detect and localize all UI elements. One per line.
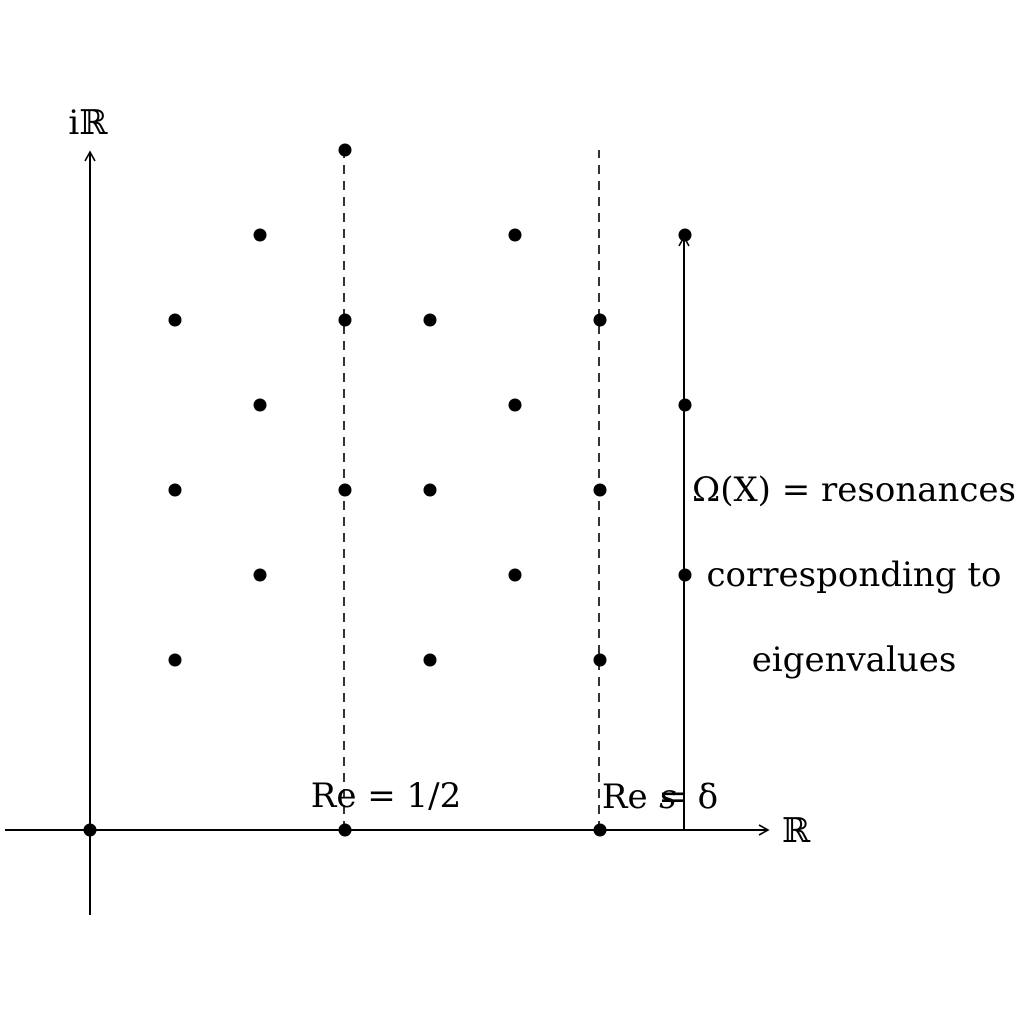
resonance-point-9 — [168, 483, 182, 497]
resonance-point-17 — [338, 313, 352, 327]
resonance-point-18 — [423, 313, 437, 327]
resonance-point-7 — [508, 568, 522, 582]
resonance-point-0 — [83, 823, 97, 837]
resonance-point-5 — [593, 653, 607, 667]
resonance-point-22 — [678, 228, 692, 242]
annotation-line-3: eigenvalues — [752, 640, 957, 680]
resonance-point-8 — [678, 568, 692, 582]
s-label: s — [659, 777, 676, 817]
resonance-point-1 — [338, 823, 352, 837]
resonance-point-21 — [508, 228, 522, 242]
resonance-points — [83, 143, 692, 837]
resonance-point-13 — [253, 398, 267, 412]
resonance-point-2 — [593, 823, 607, 837]
resonance-point-20 — [253, 228, 267, 242]
critical-line-label: Re = 1/2 — [311, 776, 462, 816]
resonance-point-6 — [253, 568, 267, 582]
real-axis-label: ℝ — [782, 811, 811, 851]
resonance-point-4 — [423, 653, 437, 667]
resonance-point-12 — [593, 483, 607, 497]
resonance-point-19 — [593, 313, 607, 327]
resonance-point-16 — [168, 313, 182, 327]
annotation-line-2: corresponding to — [707, 555, 1002, 595]
resonance-point-10 — [338, 483, 352, 497]
resonance-point-23 — [338, 143, 352, 157]
delta-line-label: Re = δ — [602, 777, 718, 817]
resonance-point-11 — [423, 483, 437, 497]
resonance-point-14 — [508, 398, 522, 412]
resonance-point-15 — [678, 398, 692, 412]
annotation-line-1: Ω(X) = resonances — [692, 470, 1016, 510]
imaginary-axis-label: iℝ — [68, 103, 108, 143]
resonance-point-3 — [168, 653, 182, 667]
